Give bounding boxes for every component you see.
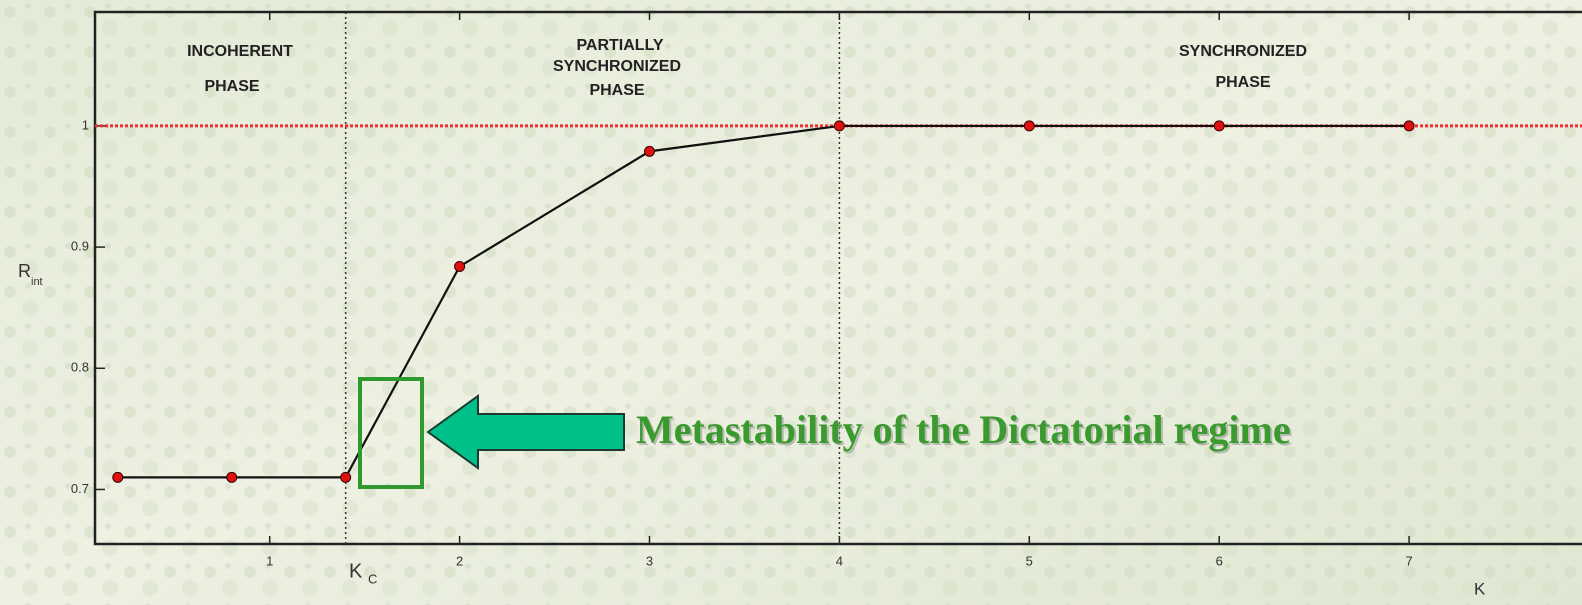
phase-label: PHASE [204,78,259,95]
y-tick-label: 1 [82,117,89,132]
phase-label: INCOHERENT [187,43,293,60]
y-axis-label: R [18,261,31,281]
y-tick-label: 0.9 [71,239,89,254]
data-point [834,121,844,131]
chart: 1 2 3 4 5 6 7 0.7 0.8 0.9 1 INCOHERENT PHASE PARTI… [0,0,1582,605]
x-tick-label: 1 [266,553,273,568]
y-axis-label-sub: int [31,276,43,288]
x-tick-label: 5 [1026,553,1033,568]
data-point [113,472,123,482]
phase-label: PHASE [589,82,644,99]
data-point [1214,121,1224,131]
annotation: Metastability of the Dictatorial regime [636,407,1291,452]
page: 1 2 3 4 5 6 7 0.7 0.8 0.9 1 INCOHERENT PHASE PARTI… [0,0,1582,605]
x-tick-label: 6 [1216,553,1223,568]
x-tick-label: 3 [646,553,653,568]
data-point [645,146,655,156]
data-point [227,472,237,482]
critical-label-sub: C [368,571,377,586]
x-tick-label: 2 [456,553,463,568]
data-point [1024,121,1034,131]
y-tick-label: 0.7 [71,481,89,496]
phase-label: SYNCHRONIZED [553,58,681,75]
phase-label: PHASE [1215,74,1270,91]
data-point [1404,121,1414,131]
phase-label: PARTIALLY [576,37,663,54]
y-tick-label: 0.8 [71,360,89,375]
x-axis-label: K [1474,579,1486,598]
phase-label: SYNCHRONIZED [1179,43,1307,60]
data-point [455,261,465,271]
x-tick-label: 7 [1405,553,1412,568]
x-tick-label: 4 [836,553,843,568]
critical-label: K [349,560,363,582]
data-point [341,472,351,482]
